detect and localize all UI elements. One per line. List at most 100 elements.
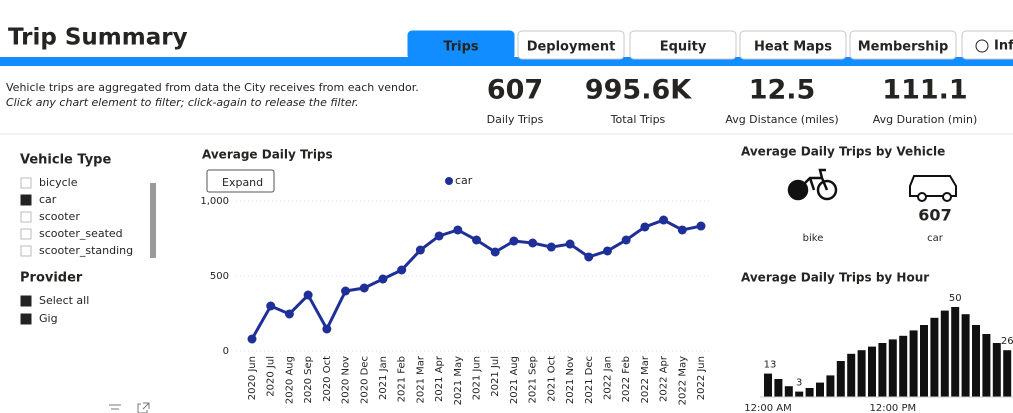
filter-option[interactable]: Gig [39,312,58,325]
x-tick-label: 2021 Jan [378,356,389,400]
bar[interactable] [816,382,824,397]
bar[interactable] [836,361,845,397]
tab[interactable] [849,30,957,60]
point[interactable] [490,247,500,257]
tab-label[interactable]: Heat Maps [754,40,832,55]
point[interactable] [359,283,369,293]
y-tick-label: 0 [223,346,229,357]
bar[interactable] [930,317,939,397]
category-label[interactable]: bike [803,233,824,244]
bar[interactable] [992,343,1001,397]
x-tick-label: 2022 Feb [621,356,632,402]
bar[interactable] [961,314,970,397]
legend-marker [445,177,453,185]
checkbox[interactable] [20,211,32,223]
tab[interactable] [407,30,515,60]
kpi-row: 607 Daily Trips 995.6K Total Trips 12.5 Avg D… [487,75,978,127]
bar[interactable] [805,388,814,397]
tab-label[interactable]: Equity [660,40,707,55]
filter-option[interactable]: scooter [39,210,80,223]
point[interactable] [303,290,313,300]
point[interactable] [266,301,276,311]
bar[interactable] [878,343,887,397]
x-tick-label: 12:00 AM [744,403,791,413]
bar[interactable] [982,334,991,397]
checkbox[interactable] [20,245,32,257]
bar[interactable] [888,339,897,397]
x-tick-label: 2021 Aug [509,356,520,404]
point[interactable] [378,274,388,284]
bar[interactable] [826,375,835,397]
bar[interactable] [795,391,804,397]
point[interactable] [584,252,594,262]
filter-option[interactable]: car [39,193,57,206]
checkbox[interactable] [20,313,32,325]
x-tick-label: 2021 Sep [528,356,539,403]
filter-option[interactable]: scooter_seated [39,227,123,240]
expand-button[interactable] [206,169,275,193]
bar[interactable] [972,325,980,397]
filter-option[interactable]: scooter_standing [39,244,133,257]
bar[interactable] [899,335,908,397]
point[interactable] [284,309,294,319]
tab-label[interactable]: Membership [858,40,949,55]
checkbox[interactable] [20,295,32,307]
bar[interactable] [857,350,866,397]
point[interactable] [397,265,407,275]
bar[interactable] [1003,350,1012,397]
checkbox[interactable] [20,177,32,189]
tab-label[interactable]: Trips [443,40,479,55]
bar[interactable] [940,310,949,397]
data-label: 13 [764,360,777,371]
x-tick-label: 2020 Oct [322,356,333,402]
filter-title: Vehicle Type [20,153,111,168]
tab-label[interactable]: Info [994,39,1013,54]
tab-label[interactable]: Deployment [527,40,616,55]
x-tick-label: 2021 Jul [490,356,501,397]
tab[interactable] [629,30,737,60]
point[interactable] [472,235,481,245]
point[interactable] [247,334,257,344]
category-label[interactable]: car [927,233,944,244]
checkbox[interactable] [20,228,32,240]
point[interactable] [677,225,687,235]
point[interactable] [640,222,650,232]
kpi-value: 12.5 [749,75,816,106]
point[interactable] [546,242,556,252]
point[interactable] [453,225,463,235]
chart-title: Average Daily Trips [202,148,333,162]
tab[interactable] [739,30,847,60]
legend-label[interactable]: car [455,174,473,187]
expand-label[interactable]: Expand [222,176,263,189]
bar[interactable] [847,353,856,397]
car-icon [909,175,957,202]
point[interactable] [565,239,575,249]
bar[interactable] [868,346,876,397]
checkbox[interactable] [20,194,32,206]
x-tick-label: 2020 Dec [359,356,370,404]
point[interactable] [602,246,612,256]
filter-option[interactable]: bicycle [39,176,78,189]
x-tick-label: 2021 Jun [472,356,483,400]
point[interactable] [341,286,351,296]
point[interactable] [621,235,631,245]
bar[interactable] [784,386,793,397]
x-tick-label: 2022 May [677,356,688,405]
hour-chart: Average Daily Trips by Hour 13 12:00 AM 3 12… [741,271,1013,413]
point[interactable] [322,324,332,334]
bar[interactable] [920,325,928,397]
description: Vehicle trips are aggregated from data t… [6,81,419,94]
bar[interactable] [909,330,918,397]
description: Click any chart element to filter; click… [6,96,359,109]
bar[interactable] [774,379,783,397]
point[interactable] [696,221,706,231]
bar[interactable] [951,307,960,397]
point[interactable] [434,231,444,241]
point[interactable] [415,245,425,255]
point[interactable] [509,236,519,246]
point[interactable] [528,238,538,248]
bar[interactable] [764,373,772,397]
filter-option[interactable]: Select all [39,294,89,307]
tab[interactable] [517,30,625,60]
point[interactable] [659,215,669,225]
